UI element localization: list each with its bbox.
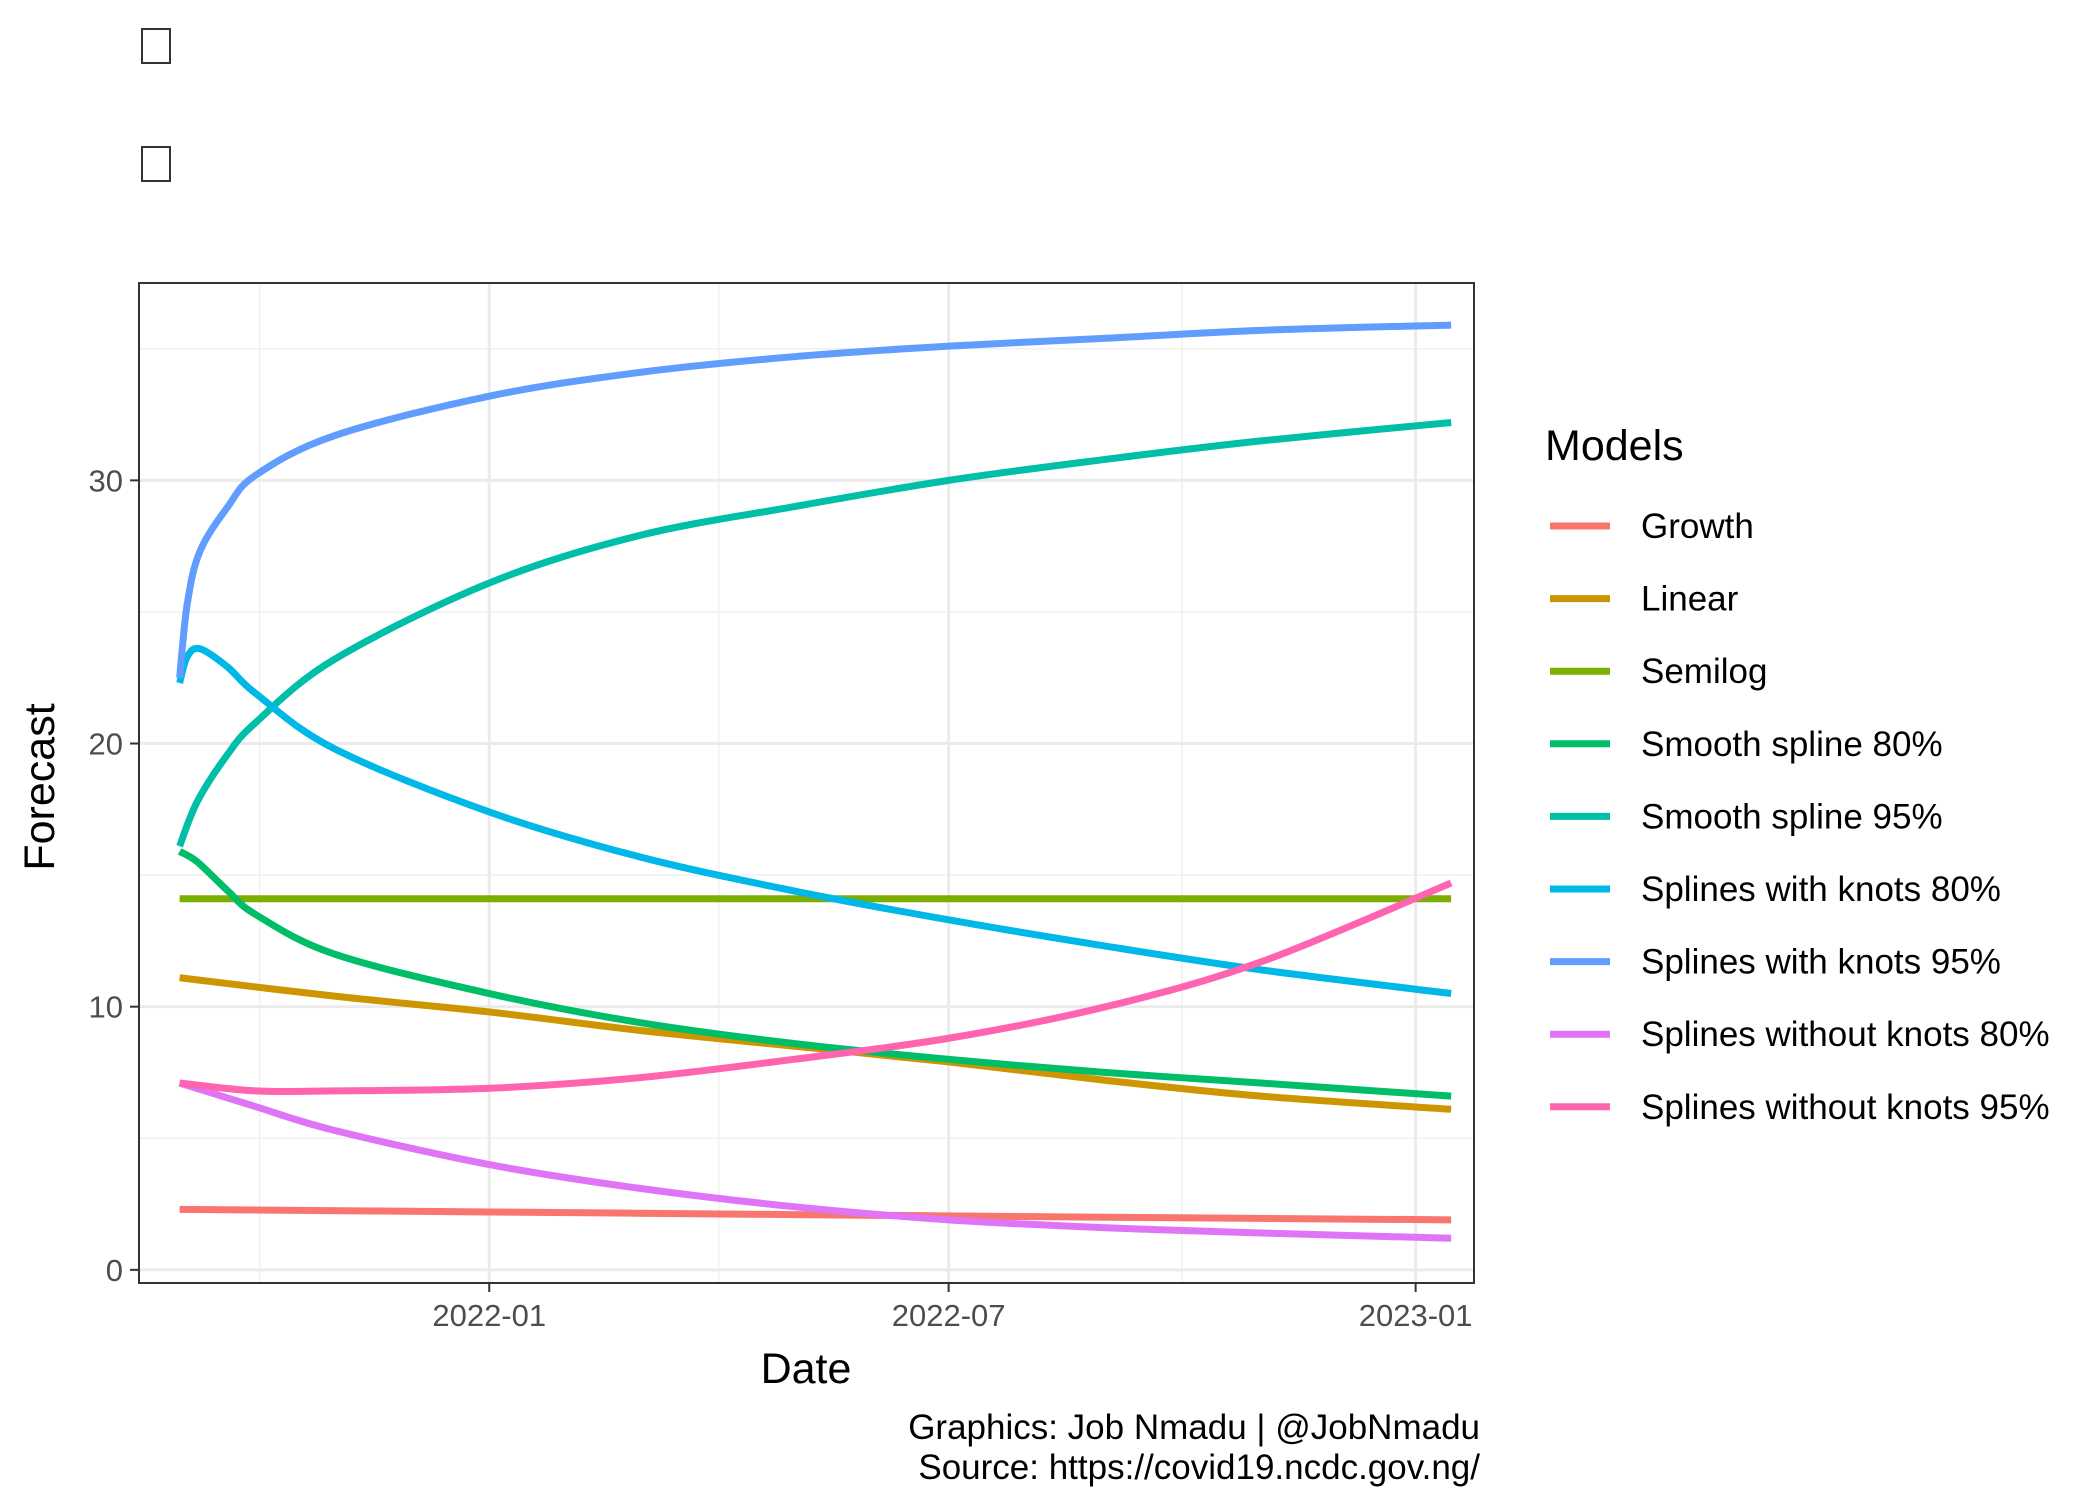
missing-glyph-icon-2 bbox=[141, 146, 171, 182]
y-axis-label: Forecast bbox=[16, 703, 64, 870]
series-lines bbox=[176, 321, 1453, 1242]
axes: 0 10 20 30 2022-01 2022-07 2023-01 bbox=[89, 463, 1473, 1333]
series-line bbox=[176, 418, 1452, 848]
caption-source: Source: https://covid19.ncdc.gov.ng/ bbox=[918, 1448, 1480, 1487]
legend-title: Models bbox=[1545, 422, 1684, 470]
y-tick-label: 0 bbox=[106, 1253, 123, 1288]
legend-label: Semilog bbox=[1641, 652, 1767, 691]
caption-graphics: Graphics: Job Nmadu | @JobNmadu bbox=[908, 1408, 1480, 1447]
series-line bbox=[178, 1079, 1452, 1242]
y-tick-label: 10 bbox=[89, 990, 123, 1025]
legend-label: Smooth spline 80% bbox=[1641, 725, 1943, 764]
series-line bbox=[176, 321, 1452, 679]
grid-minor bbox=[139, 283, 1474, 1283]
missing-glyph-icon-1 bbox=[141, 28, 171, 64]
legend-label: Splines without knots 95% bbox=[1641, 1088, 2050, 1127]
y-tick-label: 30 bbox=[89, 463, 123, 498]
x-axis-label: Date bbox=[761, 1345, 852, 1393]
grid-major bbox=[139, 283, 1474, 1283]
legend-label: Splines without knots 80% bbox=[1641, 1015, 2050, 1054]
x-tick-label: 2022-01 bbox=[432, 1298, 546, 1333]
legend-label: Splines with knots 95% bbox=[1641, 943, 2001, 982]
legend-label: Splines with knots 80% bbox=[1641, 870, 2001, 909]
x-tick-label: 2023-01 bbox=[1359, 1298, 1473, 1333]
plot-panel-background bbox=[139, 283, 1474, 1283]
series-line bbox=[177, 848, 1452, 1100]
series-line bbox=[179, 879, 1453, 1096]
legend-label: Smooth spline 95% bbox=[1641, 797, 1943, 836]
legend-label: Linear bbox=[1641, 580, 1739, 619]
legend-label: Growth bbox=[1641, 507, 1754, 546]
x-tick-label: 2022-07 bbox=[892, 1298, 1006, 1333]
plot-panel-border bbox=[138, 282, 1475, 1284]
series-line bbox=[176, 644, 1452, 997]
series-line bbox=[179, 1205, 1452, 1224]
legend: Models Growth Linear Semilog Smooth spline … bbox=[1545, 422, 2050, 1127]
y-tick-label: 20 bbox=[89, 727, 123, 762]
